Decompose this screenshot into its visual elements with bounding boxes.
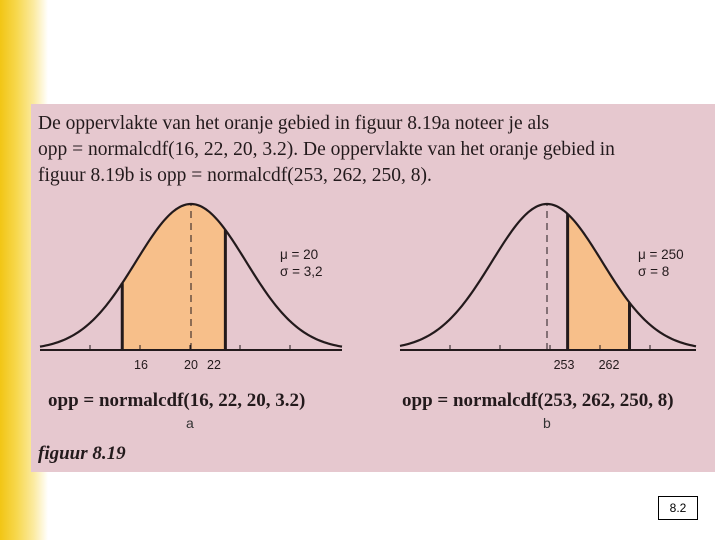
graph-b-shaded-area [567, 213, 630, 350]
graph-a: 16 20 22 μ = 20 σ = 3,2 [39, 202, 343, 372]
graph-b-sub-label: b [543, 415, 551, 431]
graph-a-sigma-label: σ = 3,2 [280, 264, 322, 279]
graph-a-mu-label: μ = 20 [280, 247, 318, 262]
graph-a-sub-label: a [186, 415, 194, 431]
graph-a-shaded-area [122, 204, 226, 350]
graph-a-tick-label-22: 22 [207, 358, 221, 372]
figure-caption: figuur 8.19 [38, 443, 126, 464]
graph-b-sigma-label: σ = 8 [638, 264, 669, 279]
graph-b-minor-ticks [449, 345, 651, 350]
graph-b-curve [399, 202, 697, 348]
intro-text: De oppervlakte van het oranje gebied in … [38, 111, 698, 189]
graph-b-tick-label-253: 253 [554, 358, 575, 372]
intro-line-1: De oppervlakte van het oranje gebied in … [38, 113, 550, 134]
intro-line-2: opp = normalcdf(16, 22, 20, 3.2). De opp… [38, 139, 615, 160]
graph-b: 253 262 μ = 250 σ = 8 [399, 202, 697, 372]
graph-b-mu-label: μ = 250 [638, 247, 684, 262]
page-number-box: 8.2 [658, 496, 698, 520]
graph-b-tick-label-262: 262 [599, 358, 620, 372]
graph-a-formula: opp = normalcdf(16, 22, 20, 3.2) [48, 390, 306, 411]
graph-a-tick-label-16: 16 [134, 358, 148, 372]
graph-b-formula: opp = normalcdf(253, 262, 250, 8) [402, 390, 674, 411]
graph-a-tick-label-20: 20 [184, 358, 198, 372]
page-number: 8.2 [669, 501, 687, 515]
graph-a-minor-ticks [89, 345, 291, 350]
intro-line-3: figuur 8.19b is opp = normalcdf(253, 262… [38, 165, 432, 186]
